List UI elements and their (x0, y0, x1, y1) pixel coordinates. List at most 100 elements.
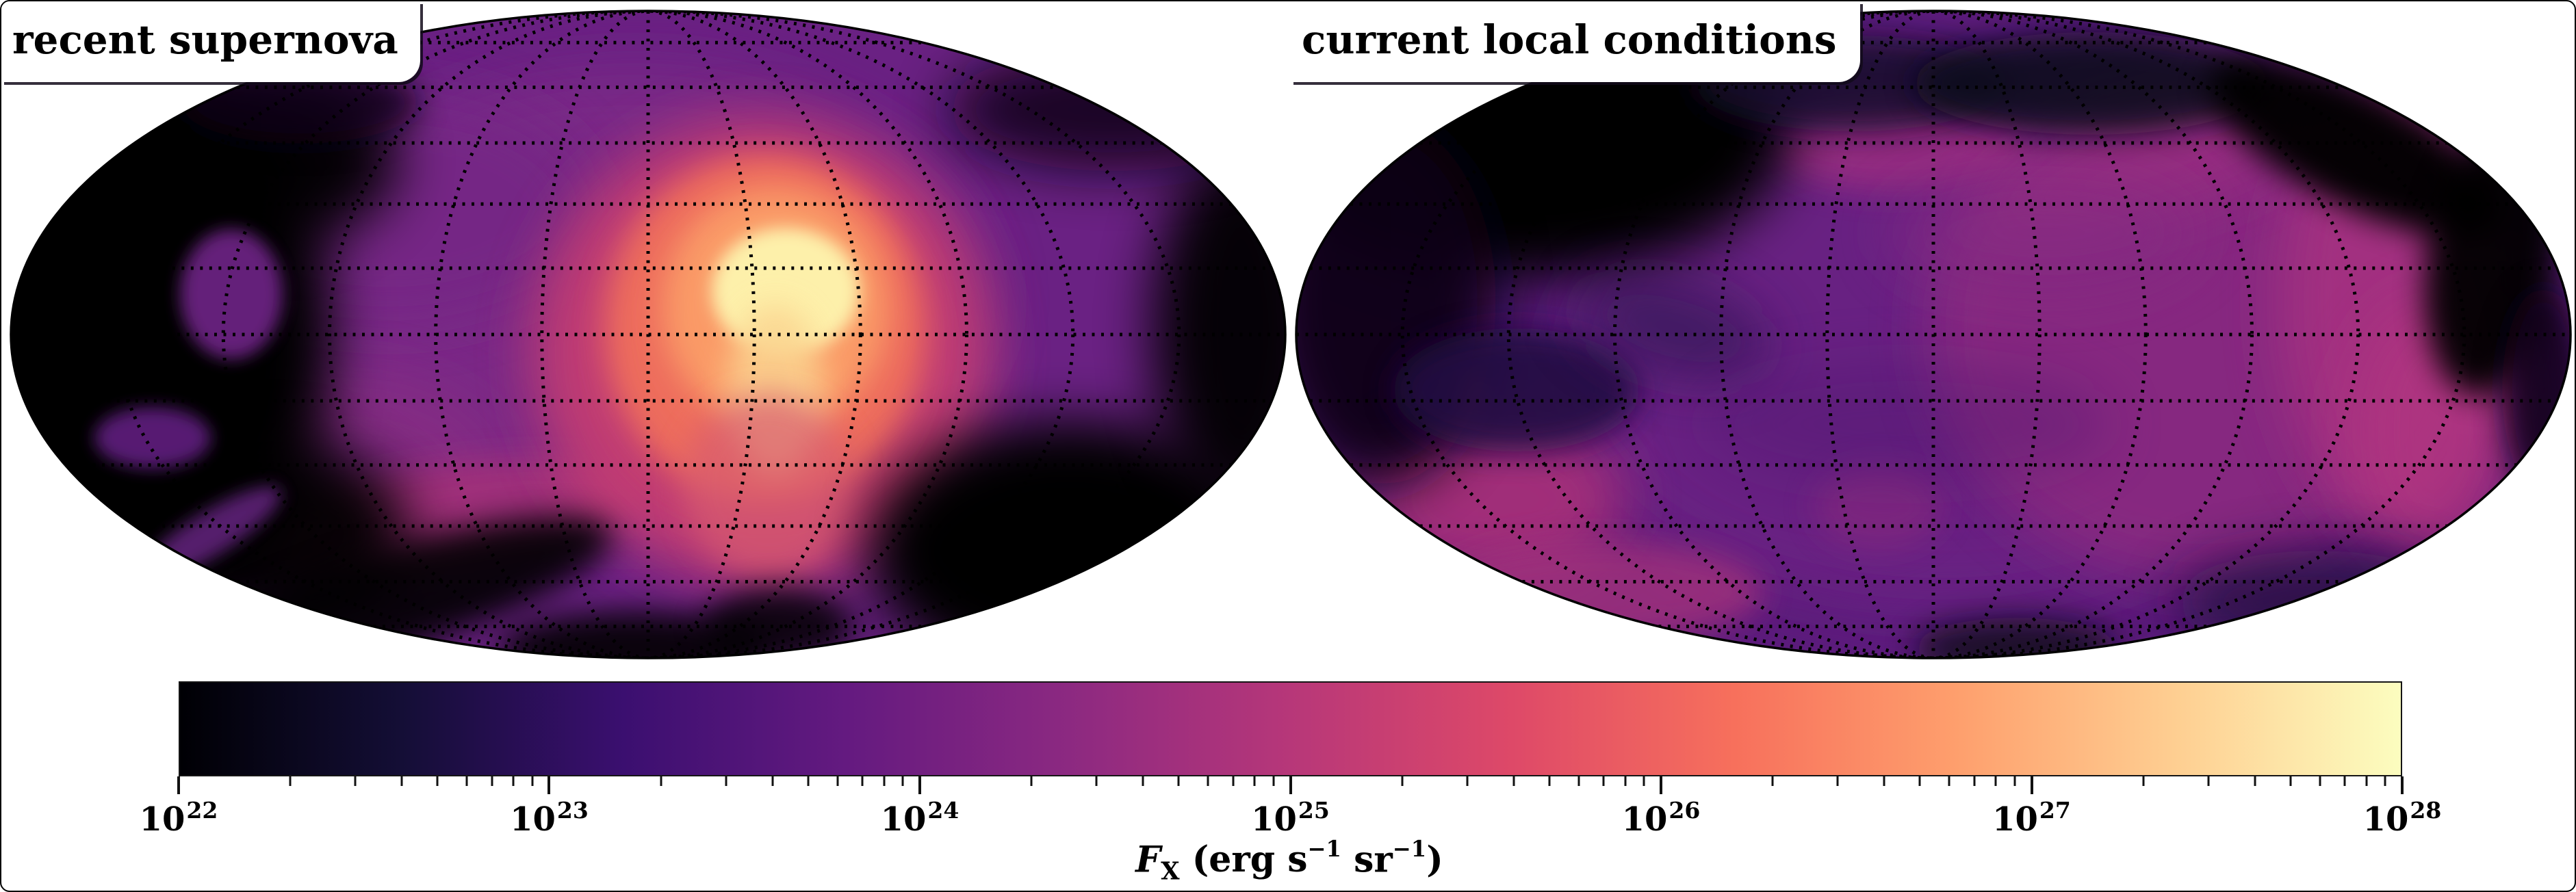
panel-title-right-text: current local conditions (1302, 16, 1837, 63)
colorbar-tick-minor (1918, 776, 1921, 786)
colorbar-tick-minor (531, 776, 534, 786)
panel-title-left: recent supernova (1, 1, 420, 82)
colorbar-tick-minor (1994, 776, 1997, 786)
map-feature (1914, 618, 2119, 658)
map-feature (2174, 551, 2461, 653)
colorbar-tick-label: 1023 (510, 797, 589, 839)
colorbar-tick-minor (1771, 776, 1774, 786)
colorbar-tick-minor (2207, 776, 2210, 786)
colorbar-tick-minor (1836, 776, 1839, 786)
colorbar-tick-minor (2013, 776, 2016, 786)
colorbar-tick-minor (465, 776, 468, 786)
colorbar-tick-minor (354, 776, 357, 786)
graticule-meridian (1506, 11, 2360, 658)
map-outline (1295, 10, 2572, 659)
colorbar-tick-minor (1030, 776, 1033, 786)
map-feature (1152, 147, 1285, 510)
colorbar-tick-minor (1548, 776, 1551, 786)
map-feature (704, 588, 854, 658)
axis-label-unit-1: (erg s (1192, 839, 1308, 881)
axis-label-symbol: F (1135, 839, 1161, 881)
colorbar-tick-minor (1883, 776, 1885, 786)
graticule-meridian (1613, 11, 2254, 658)
map-feature (498, 611, 772, 658)
axis-label-exp-2: −1 (1392, 836, 1427, 862)
colorbar-tick-minor (1232, 776, 1235, 786)
graticule-meridian (1719, 11, 2148, 658)
colorbar-tick-minor (1624, 776, 1627, 786)
colorbar-tick-label: 1025 (1251, 797, 1330, 839)
colorbar-tick-major (2030, 776, 2033, 794)
colorbar-tick-major (548, 776, 551, 794)
colorbar-tick-minor (491, 776, 493, 786)
axis-label-subscript: X (1161, 857, 1180, 886)
colorbar-ticks (177, 776, 2404, 797)
map-feature (1393, 328, 1640, 451)
colorbar-tick-minor (289, 776, 292, 786)
colorbar-tick-minor (1142, 776, 1144, 786)
colorbar-tick-major (2401, 776, 2404, 794)
colorbar-tick-minor (1948, 776, 1950, 786)
colorbar-tick-minor (1602, 776, 1605, 786)
colorbar-tick-minor (400, 776, 403, 786)
colorbar-tick-major (918, 776, 921, 794)
colorbar-tick-minor (2365, 776, 2368, 786)
map-feature (1434, 540, 1763, 643)
panel-title-right: current local conditions (1291, 1, 1860, 82)
colorbar-tick-minor (1643, 776, 1645, 786)
colorbar-tick-label: 1024 (880, 797, 959, 839)
map-feature (180, 229, 283, 359)
colorbar-tick-major (1659, 776, 1662, 794)
map-feature (1577, 275, 1771, 382)
colorbar-tick-minor (1177, 776, 1180, 786)
colorbar-tick-label: 1026 (1621, 797, 1701, 839)
graticule-meridian (115, 11, 1181, 658)
colorbar-tick-minor (2254, 776, 2256, 786)
colorbar-axis-label: FX (erg s−1 sr−1) (1, 836, 2575, 886)
map-feature (1886, 171, 2201, 294)
colorbar-tick-minor (2384, 776, 2386, 786)
map-feature (94, 407, 211, 469)
colorbar-tick-minor (807, 776, 810, 786)
colorbar-tick-minor (2319, 776, 2321, 786)
colorbar-tick-minor (1207, 776, 1209, 786)
colorbar-tick-label: 1028 (2362, 797, 2442, 839)
colorbar-tick-minor (725, 776, 727, 786)
colorbar-tick-minor (512, 776, 515, 786)
mollweide-map-current-local-conditions (1295, 10, 2572, 659)
panel-title-left-text: recent supernova (12, 16, 398, 63)
colorbar-tick-minor (1973, 776, 1976, 786)
colorbar-tick-minor (1466, 776, 1469, 786)
map-feature (1914, 32, 2269, 135)
colorbar-tick-label: 1022 (139, 797, 218, 839)
graticule-meridian (540, 11, 756, 658)
colorbar-tick-label: 1027 (1992, 797, 2071, 839)
colorbar-tick-minor (861, 776, 864, 786)
map-feature (1701, 363, 2112, 486)
graticule-meridian (1825, 11, 2042, 658)
colorbar-tick-minor (660, 776, 662, 786)
colorbar-tick-minor (836, 776, 839, 786)
colorbar-tick-minor (1272, 776, 1275, 786)
colorbar-tick-minor (1401, 776, 1403, 786)
colorbar-tick-minor (1095, 776, 1098, 786)
colorbar-tick-minor (2343, 776, 2346, 786)
colorbar-tick-minor (901, 776, 904, 786)
colorbar-tick-minor (436, 776, 439, 786)
axis-label-unit-2: sr (1341, 839, 1393, 881)
graticule-meridian (328, 11, 968, 658)
colorbar-tick-minor (771, 776, 773, 786)
graticule-meridian (221, 11, 1075, 658)
colorbar-tick-minor (1512, 776, 1515, 786)
colorbar-tick-minor (2142, 776, 2144, 786)
colorbar-tick-labels: 1022 1023 1024 1025 1026 1027 1028 (140, 797, 2442, 841)
axis-label-exp-1: −1 (1307, 836, 1341, 862)
colorbar-gradient (179, 681, 2402, 776)
colorbar-tick-minor (1577, 776, 1580, 786)
colorbar-tick-major (177, 776, 180, 794)
graticule-meridian (434, 11, 862, 658)
colorbar-tick-minor (2289, 776, 2292, 786)
map-feature (946, 48, 1282, 171)
map-outline (10, 10, 1287, 659)
